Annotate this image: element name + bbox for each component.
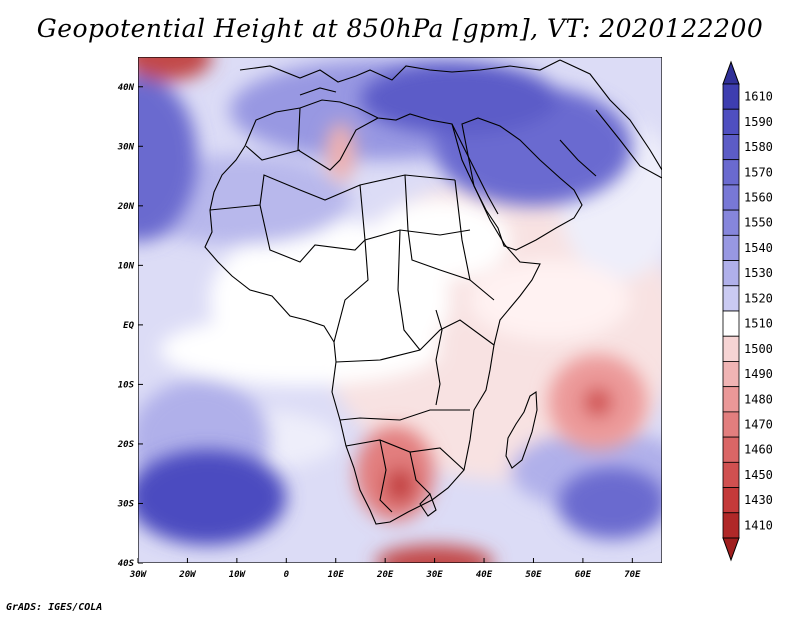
latitude-axis: 40N 30N 20N 10N EQ 10S 20S 30S 40S	[117, 83, 143, 569]
colorbar-swatch	[722, 335, 740, 362]
lon-tick-label: 10W	[229, 570, 247, 580]
colorbar-label: 1480	[744, 392, 773, 406]
colorbar-swatch	[722, 209, 740, 236]
coastlines	[204, 59, 662, 525]
colorbar-label: 1430	[744, 493, 773, 507]
colorbar-swatch	[722, 184, 740, 211]
colorbar-swatch	[722, 234, 740, 261]
longitude-axis: 30W 20W 10W 0 10E 20E 30E 40E 50E 60E 70E	[129, 558, 641, 580]
lon-tick-label: 60E	[575, 570, 592, 580]
colorbar-swatch	[722, 159, 740, 186]
field-low-madagascar-core	[582, 387, 613, 418]
field-high-south-atlantic	[138, 449, 287, 546]
colorbar-top-arrow	[722, 60, 740, 85]
grads-credit: GrADS: IGES/COLA	[6, 602, 103, 613]
lon-tick-label: 20E	[376, 570, 394, 580]
colorbar-label: 1560	[744, 191, 773, 205]
colorbar-swatch	[722, 461, 740, 488]
colorbar-label: 1540	[744, 241, 773, 255]
colorbar-swatch	[722, 512, 740, 539]
colorbar-label: 1570	[744, 165, 773, 179]
lat-tick-label: 10N	[118, 261, 135, 271]
colorbar-swatch	[722, 134, 740, 161]
lon-tick-label: 70E	[624, 570, 641, 580]
lon-tick-label: 30E	[425, 570, 443, 580]
colorbar-swatch	[722, 310, 740, 337]
lon-tick-label: 30W	[129, 570, 148, 580]
colorbar-label: 1530	[744, 266, 773, 280]
map-panel	[138, 57, 662, 563]
colorbar-label: 1500	[744, 342, 773, 356]
lat-tick-label: 40S	[118, 559, 135, 569]
lat-tick-label: 30N	[117, 142, 135, 152]
lon-tick-label: 0	[284, 570, 290, 580]
colorbar-label: 1590	[744, 115, 773, 129]
colorbar: 1610 1590 1580 1570 1560 1550 1540 1530 1520 1510…	[722, 60, 773, 562]
colorbar-label: 1580	[744, 140, 773, 154]
lat-tick-label: 20S	[117, 440, 135, 450]
field-high-mediterranean	[360, 62, 559, 135]
lon-tick-label: 20W	[178, 570, 197, 580]
field-low-southern-africa-core	[385, 467, 415, 504]
colorbar-bottom-arrow	[722, 537, 740, 562]
colorbar-label: 1460	[744, 443, 773, 457]
map-title: Geopotential Height at 850hPa [gpm], VT:…	[36, 14, 764, 43]
colorbar-swatch	[722, 411, 740, 438]
colorbar-label: 1550	[744, 216, 773, 230]
colorbar-label: 1510	[744, 317, 773, 331]
colorbar-swatch	[722, 108, 740, 135]
colorbar-swatch	[722, 285, 740, 312]
colorbar-swatch	[722, 83, 740, 110]
lat-tick-label: 20N	[117, 202, 135, 212]
colorbar-label: 1450	[744, 468, 773, 482]
field-high-south-indian	[558, 467, 662, 540]
lon-tick-label: 50E	[525, 570, 542, 580]
colorbar-label: 1470	[744, 418, 773, 432]
colorbar-label: 1610	[744, 90, 773, 104]
field-low-sahara	[325, 122, 356, 183]
field-low-south-ocean	[375, 545, 494, 563]
colorbar-label: 1490	[744, 367, 773, 381]
field-low-nw-corner	[138, 57, 213, 81]
field-high-atlantic-north	[138, 74, 198, 242]
colorbar-swatch	[722, 386, 740, 413]
lat-tick-label: 30S	[117, 499, 135, 509]
colorbar-swatch	[722, 436, 740, 463]
colorbar-swatch	[722, 361, 740, 388]
colorbar-label: 1410	[744, 518, 773, 532]
colorbar-swatch	[722, 487, 740, 514]
lat-tick-label: 40N	[118, 83, 135, 93]
lat-tick-label: EQ	[123, 321, 134, 331]
lon-tick-label: 10E	[328, 570, 345, 580]
lon-tick-label: 40E	[476, 570, 493, 580]
colorbar-swatch	[722, 260, 740, 287]
lat-tick-label: 10S	[118, 380, 135, 390]
colorbar-label: 1520	[744, 291, 773, 305]
